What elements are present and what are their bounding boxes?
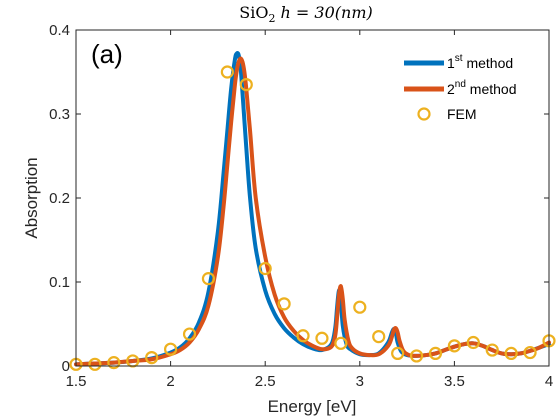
legend-label-series2-sup: nd <box>455 79 466 90</box>
fem-point <box>88 357 102 371</box>
y-tick-label: 0.4 <box>49 22 70 39</box>
y-tick-label: 0.3 <box>49 106 70 123</box>
fem-point <box>466 335 480 350</box>
axes-background <box>76 30 549 366</box>
fem-point <box>428 346 443 360</box>
fem-point <box>277 297 291 311</box>
y-tick-label: 0 <box>62 358 70 375</box>
fem-point <box>201 272 216 286</box>
fem-point <box>447 339 461 353</box>
legend-marker-fem <box>417 107 431 121</box>
legend: 1st method 2nd method FEM <box>404 53 517 122</box>
fem-point <box>523 345 537 360</box>
legend-label-series1-pre: 1 <box>447 55 455 71</box>
x-tick-label: 2 <box>166 373 174 390</box>
legend-label-series1: 1st method <box>447 53 513 71</box>
fem-point <box>239 77 253 92</box>
fem-point <box>220 65 234 79</box>
x-tick-label: 3.5 <box>444 373 465 390</box>
x-tick-label: 4 <box>545 373 553 390</box>
fem-point <box>391 346 405 360</box>
fem-point <box>504 346 518 360</box>
fem-point <box>353 300 367 314</box>
fem-point <box>258 261 272 276</box>
fem-point <box>409 349 424 363</box>
chart-title-subscript: 2 <box>268 12 275 25</box>
fem-point <box>164 342 178 356</box>
x-axis-label: Energy [eV] <box>268 397 357 416</box>
chart-title-main: SiO <box>239 3 268 22</box>
legend-label-series1-sup: st <box>455 53 463 64</box>
plot-area: 1.5 2 2.5 3 3.5 4 0 0.1 0.2 0.3 0.4 <box>49 22 556 390</box>
chart-title: SiO2 h = 30(nm) <box>239 3 373 25</box>
fem-point <box>107 356 121 370</box>
legend-label-series2-post: method <box>466 81 517 97</box>
fem-point <box>334 336 348 350</box>
legend-label-series1-post: method <box>463 55 514 71</box>
y-tick-label: 0.2 <box>49 190 70 207</box>
axes-box <box>75 29 550 367</box>
panel-label: (a) <box>91 39 123 69</box>
fem-point <box>296 329 310 343</box>
y-axis-label: Absorption <box>22 157 41 238</box>
fem-point <box>372 330 386 344</box>
chart-title-rest: h = 30(nm) <box>275 3 372 22</box>
x-tick-label: 3 <box>356 373 364 390</box>
x-tick-label: 1.5 <box>66 373 87 390</box>
fem-point <box>315 331 329 345</box>
fem-point <box>182 327 197 341</box>
x-tick-label: 2.5 <box>255 373 276 390</box>
fem-point <box>485 343 499 357</box>
fem-point <box>145 351 159 365</box>
y-tick-label: 0.1 <box>49 274 70 291</box>
series-line-2nd-method <box>74 56 551 367</box>
series-layer <box>69 51 556 371</box>
legend-label-fem: FEM <box>447 106 477 122</box>
legend-label-series2: 2nd method <box>447 79 517 97</box>
legend-label-series2-pre: 2 <box>447 81 455 97</box>
